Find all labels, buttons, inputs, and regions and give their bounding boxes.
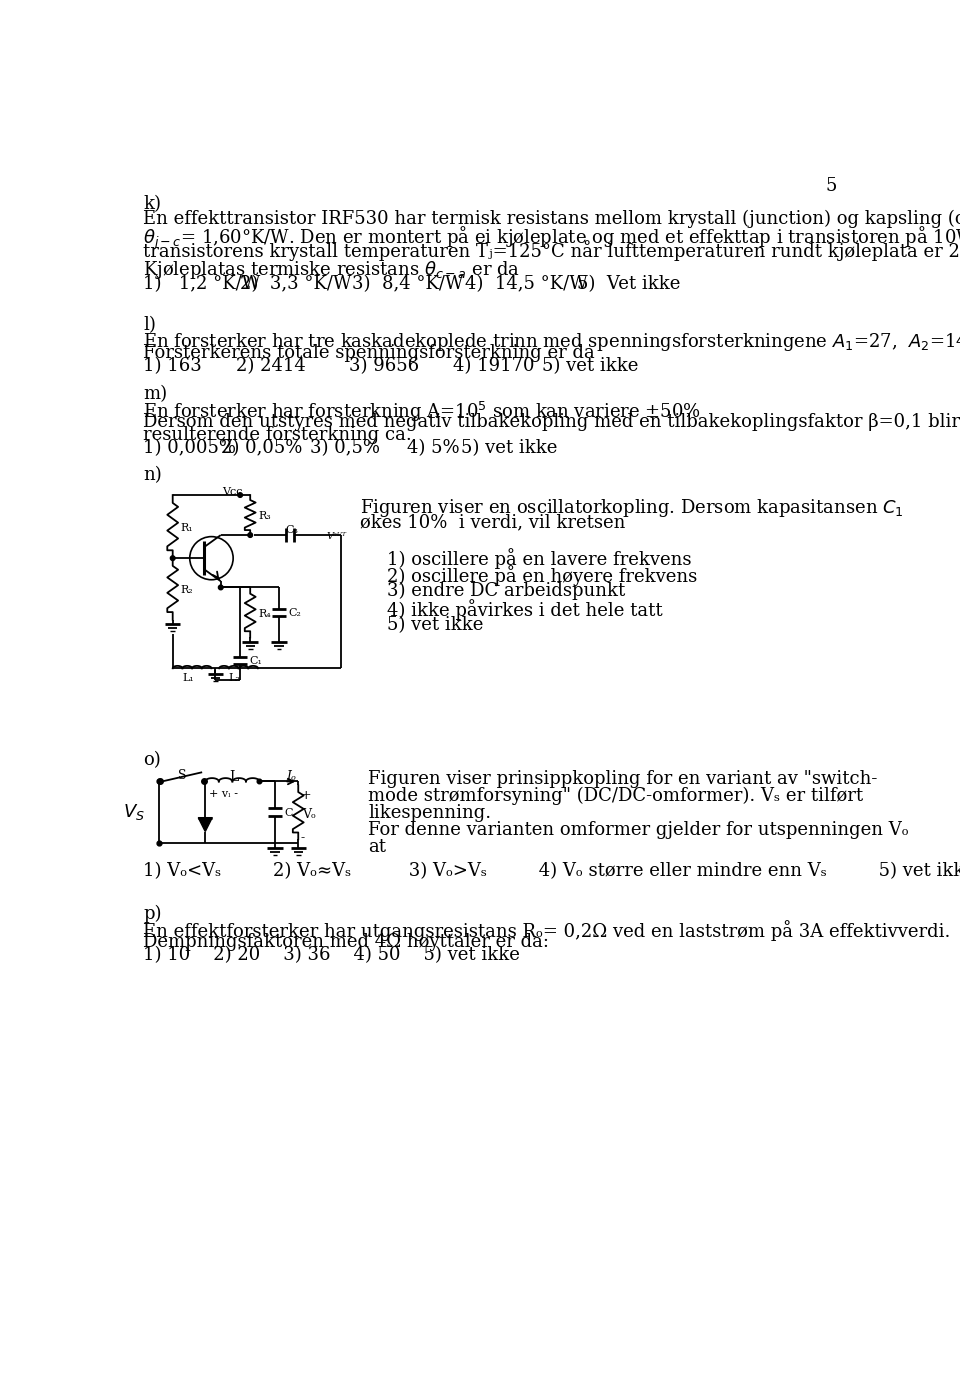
Text: 1) 163: 1) 163 — [143, 357, 202, 375]
Text: 2) 0,05%: 2) 0,05% — [221, 439, 302, 456]
Text: Figuren viser en oscillatorkopling. Dersom kapasitansen $C_1$: Figuren viser en oscillatorkopling. Ders… — [360, 496, 904, 519]
Text: Vₒ: Vₒ — [302, 808, 316, 822]
Text: 2) 2414: 2) 2414 — [236, 357, 306, 375]
Text: S: S — [179, 769, 186, 782]
Text: 2)  3,3 °K/W: 2) 3,3 °K/W — [240, 274, 351, 292]
Circle shape — [257, 779, 262, 783]
Text: at: at — [368, 837, 386, 856]
Text: 4) 19170: 4) 19170 — [453, 357, 535, 375]
Text: En forsterker har forsterkning A=10$^5$ som kan variere ±50%: En forsterker har forsterkning A=10$^5$ … — [143, 400, 701, 423]
Text: En effektforsterker har utgangsresistans Rₒ= 0,2Ω ved en laststrøm på 3A effekti: En effektforsterker har utgangsresistans… — [143, 920, 950, 940]
Text: L₁: L₁ — [182, 673, 194, 683]
Text: L: L — [229, 769, 238, 783]
Text: C: C — [284, 808, 293, 818]
Text: 3) endre DC arbeidspunkt: 3) endre DC arbeidspunkt — [388, 582, 626, 600]
Text: 5) vet ikke: 5) vet ikke — [388, 616, 484, 634]
Text: R₂: R₂ — [180, 585, 193, 596]
Text: C₁: C₁ — [250, 656, 262, 666]
Text: C₃: C₃ — [286, 525, 299, 535]
Text: 1) oscillere på en lavere frekvens: 1) oscillere på en lavere frekvens — [388, 549, 692, 570]
Text: $V_S$: $V_S$ — [123, 803, 145, 822]
Circle shape — [238, 492, 243, 498]
Circle shape — [170, 556, 175, 560]
Text: resulterende forsterkning ca.: resulterende forsterkning ca. — [143, 426, 412, 444]
Text: økes 10%  i verdi, vil kretsen: økes 10% i verdi, vil kretsen — [360, 513, 626, 531]
Text: 5) vet ikke: 5) vet ikke — [542, 357, 638, 375]
Text: 5: 5 — [826, 177, 836, 194]
Text: l): l) — [143, 316, 156, 334]
Text: 2) oscillere på en høyere frekvens: 2) oscillere på en høyere frekvens — [388, 565, 698, 586]
Text: +: + — [300, 789, 311, 803]
Text: 4) ikke påvirkes i det hele tatt: 4) ikke påvirkes i det hele tatt — [388, 598, 663, 621]
Text: C₂: C₂ — [288, 608, 301, 618]
Text: transistorens krystall temperaturen Tⱼ=125°C når lufttemperaturen rundt kjølepla: transistorens krystall temperaturen Tⱼ=1… — [143, 240, 960, 261]
Text: 5) vet ikke: 5) vet ikke — [461, 439, 558, 456]
Text: mode strømforsyning" (DC/DC-omformer). Vₛ er tilført: mode strømforsyning" (DC/DC-omformer). V… — [368, 787, 863, 805]
Text: n): n) — [143, 466, 162, 484]
Text: k): k) — [143, 194, 161, 212]
Text: R₄: R₄ — [258, 608, 271, 619]
Text: Vᴄᴄ: Vᴄᴄ — [222, 487, 243, 498]
Text: $\theta_{j-c}$= 1,60°K/W. Den er montert på ei kjøleplate og med et effekttap i : $\theta_{j-c}$= 1,60°K/W. Den er montert… — [143, 225, 960, 252]
Text: 3)  8,4 °K/W: 3) 8,4 °K/W — [352, 274, 464, 292]
Polygon shape — [199, 818, 212, 832]
Text: 1) 10    2) 20    3) 36    4) 50    5) vet ikke: 1) 10 2) 20 3) 36 4) 50 5) vet ikke — [143, 946, 520, 964]
Text: 4) 5%: 4) 5% — [407, 439, 460, 456]
Text: 1)   1,2 °K/W: 1) 1,2 °K/W — [143, 274, 260, 292]
Circle shape — [219, 585, 223, 590]
Text: L₂: L₂ — [228, 673, 240, 683]
Text: o): o) — [143, 750, 161, 768]
Text: likespenning.: likespenning. — [368, 804, 492, 822]
Text: Vᵒᵁᵀ: Vᵒᵁᵀ — [327, 532, 347, 541]
Text: Dersom den utstyres med negativ tilbakekopling med en tilbakekoplingsfaktor β=0,: Dersom den utstyres med negativ tilbakek… — [143, 412, 960, 430]
Text: m): m) — [143, 385, 167, 403]
Text: 3) 0,5%: 3) 0,5% — [310, 439, 380, 456]
Text: + vₗ -: + vₗ - — [209, 789, 238, 800]
Text: R₃: R₃ — [258, 512, 271, 521]
Text: For denne varianten omformer gjelder for utspenningen Vₒ: For denne varianten omformer gjelder for… — [368, 821, 908, 838]
Text: Kjøleplatas termiske resistans $\theta_{c-a}$ er da: Kjøleplatas termiske resistans $\theta_{… — [143, 259, 520, 281]
Text: p): p) — [143, 905, 161, 923]
Text: Dempningsfaktoren med 4Ω høyttaler er da:: Dempningsfaktoren med 4Ω høyttaler er da… — [143, 934, 549, 952]
Text: 3) 9656: 3) 9656 — [348, 357, 419, 375]
Text: Figuren viser prinsippkopling for en variant av "switch-: Figuren viser prinsippkopling for en var… — [368, 769, 877, 787]
Text: 1) Vₒ<Vₛ         2) Vₒ≈Vₛ          3) Vₒ>Vₛ         4) Vₒ større eller mindre en: 1) Vₒ<Vₛ 2) Vₒ≈Vₛ 3) Vₒ>Vₛ 4) Vₒ større … — [143, 862, 960, 880]
Text: Forsterkerens totale spenningsforsterkning er da: Forsterkerens totale spenningsforsterkni… — [143, 345, 595, 363]
Text: -: - — [300, 832, 304, 844]
Text: 5)  Vet ikke: 5) Vet ikke — [577, 274, 681, 292]
Text: En forsterker har tre kaskadekoplede trinn med spenningsforsterkningene $A_1$=27: En forsterker har tre kaskadekoplede tri… — [143, 331, 960, 353]
Text: R₁: R₁ — [180, 523, 193, 532]
Text: En effekttransistor IRF530 har termisk resistans mellom krystall (junction) og k: En effekttransistor IRF530 har termisk r… — [143, 210, 960, 228]
Text: Iₒ: Iₒ — [287, 769, 297, 783]
Text: 1) 0,005%: 1) 0,005% — [143, 439, 236, 456]
Circle shape — [248, 532, 252, 538]
Text: 4)  14,5 °K/W: 4) 14,5 °K/W — [465, 274, 588, 292]
